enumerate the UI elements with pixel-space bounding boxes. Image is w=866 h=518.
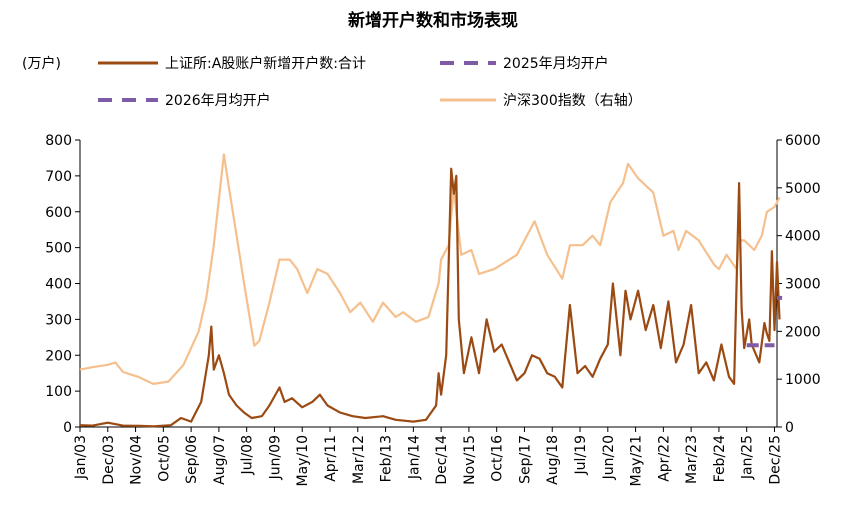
right-tick-label: 2000 [785, 324, 821, 340]
right-tick-label: 3000 [785, 277, 821, 293]
x-tick-label: Mar/12 [351, 435, 367, 484]
x-tick-label: Sep/17 [517, 435, 533, 484]
left-tick-label: 500 [45, 241, 72, 257]
series-line-accounts [79, 167, 781, 428]
left-tick-label: 400 [45, 277, 72, 293]
x-tick-label: Aug/18 [545, 435, 561, 485]
x-tick-label: Jan/25 [740, 435, 756, 480]
plot-area: 0 100 200 300 400 500 600 700 800 0 1000 2000 3000 40… [45, 133, 820, 486]
left-tick-label: 0 [63, 420, 72, 436]
legend-item-avg-2026: 2026年月均开户 [98, 92, 271, 109]
x-tick-label: Jun/09 [267, 435, 283, 480]
x-tick-label: Jun/20 [601, 435, 617, 480]
legend-item-accounts: 上证所:A股账户新增开户数:合计 [98, 55, 366, 72]
x-tick-label: Jul/08 [240, 435, 256, 475]
legend-label-avg-2025: 2025年月均开户 [503, 55, 609, 72]
right-tick-label: 1000 [785, 372, 821, 388]
legend: 上证所:A股账户新增开户数:合计 2025年月均开户 2026年月均开户 沪深3… [98, 55, 642, 109]
x-tick-label: Sep/06 [184, 435, 200, 484]
x-tick-label: May/21 [629, 435, 645, 486]
right-tick-label: 4000 [785, 229, 821, 245]
left-tick-label: 800 [45, 133, 72, 149]
series-line-csi300 [79, 153, 781, 385]
legend-item-avg-2025: 2025年月均开户 [440, 55, 609, 72]
left-axis-unit: (万户) [22, 55, 61, 72]
x-tick-label: Apr/11 [323, 435, 339, 482]
x-tick-label: Mar/23 [684, 435, 700, 484]
x-tick-label: Apr/22 [656, 435, 672, 482]
right-tick-label: 0 [785, 420, 794, 436]
left-tick-label: 600 [45, 205, 72, 221]
legend-item-csi300: 沪深300指数（右轴） [440, 93, 642, 109]
x-tick-label: Oct/16 [490, 435, 506, 482]
x-tick-label: Jan/03 [73, 435, 89, 480]
right-tick-label: 5000 [785, 181, 821, 197]
x-tick-label: Nov/15 [462, 435, 478, 485]
x-tick-label: Oct/05 [156, 435, 172, 482]
legend-label-csi300: 沪深300指数（右轴） [503, 93, 642, 109]
chart-title: 新增开户数和市场表现 [348, 10, 518, 31]
x-tick-label: Jul/19 [573, 435, 589, 475]
x-tick-label: Jan/14 [406, 435, 422, 480]
legend-label-avg-2026: 2026年月均开户 [165, 92, 271, 109]
legend-label-accounts: 上证所:A股账户新增开户数:合计 [165, 55, 366, 72]
x-tick-label: Aug/07 [212, 435, 228, 485]
left-tick-label: 200 [45, 348, 72, 364]
x-tick-label: Nov/04 [129, 435, 145, 485]
right-tick-label: 6000 [785, 133, 821, 149]
left-tick-label: 100 [45, 384, 72, 400]
left-tick-label: 300 [45, 312, 72, 328]
x-tick-label: Feb/24 [712, 435, 728, 482]
x-tick-label: Dec/25 [767, 435, 783, 485]
x-tick-label: Dec/14 [434, 435, 450, 485]
left-tick-label: 700 [45, 169, 72, 185]
x-tick-label: Feb/13 [379, 435, 395, 482]
x-tick-label: Dec/03 [101, 435, 117, 485]
x-tick-label: May/10 [295, 435, 311, 486]
